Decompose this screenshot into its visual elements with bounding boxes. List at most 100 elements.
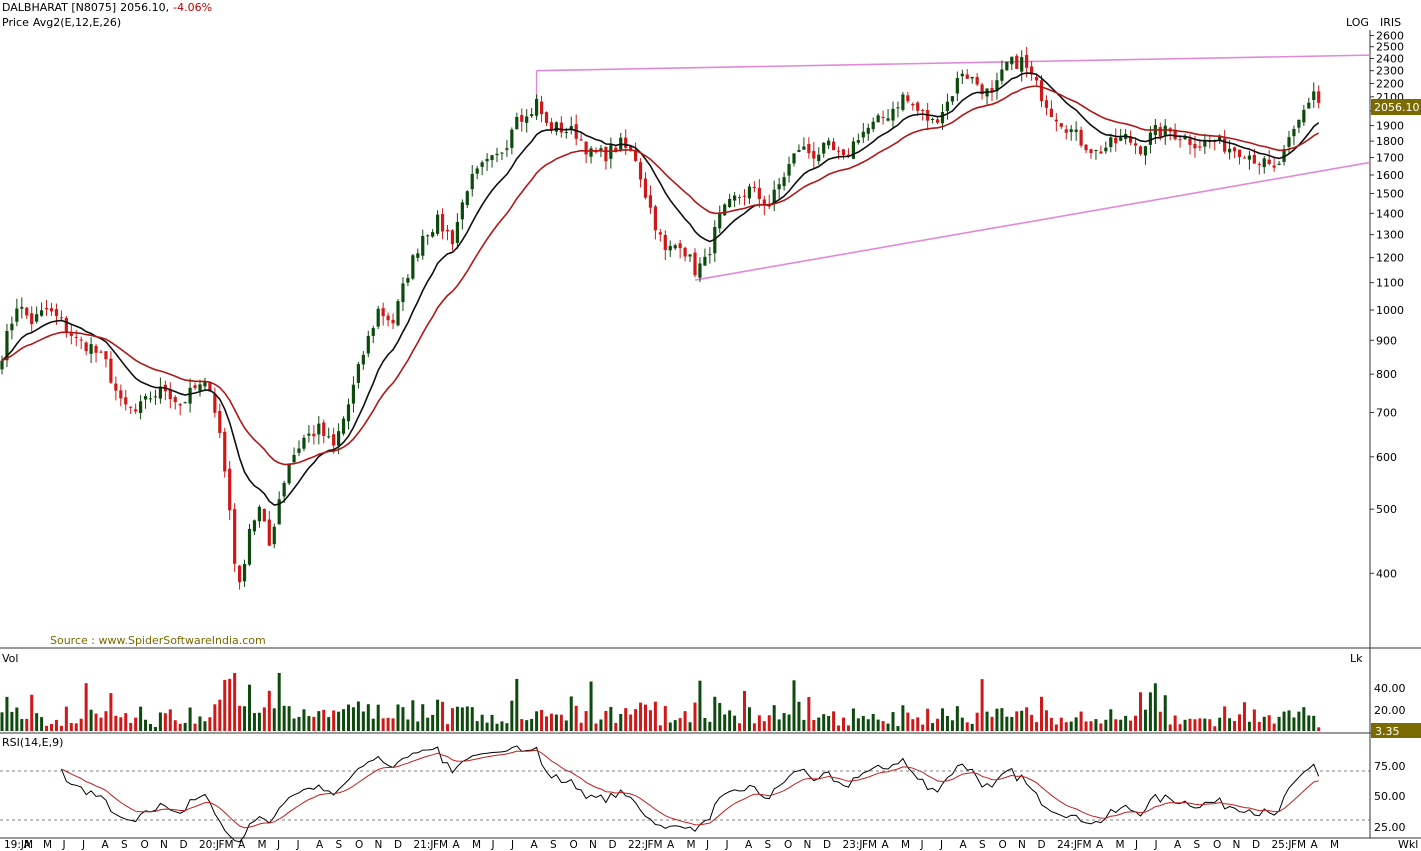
volume-bar (584, 711, 588, 731)
time-label: N (1018, 839, 1026, 851)
time-label: N (1233, 839, 1241, 851)
candle-down (916, 102, 920, 111)
candle-up (351, 384, 356, 404)
price-badge: 2056.10 (1374, 101, 1420, 114)
volume-bar (648, 710, 652, 731)
candle-up (272, 526, 276, 545)
candle-up (411, 255, 415, 279)
time-label: S (1194, 839, 1201, 851)
volume-bar (975, 712, 979, 731)
volume-bar (322, 709, 326, 731)
candle-up (1020, 57, 1024, 72)
volume-bar (723, 714, 727, 731)
candle-down (965, 74, 969, 79)
volume-bar (1277, 716, 1281, 731)
candle-up (970, 76, 974, 79)
candle-up (485, 158, 489, 162)
candle-down (1129, 136, 1133, 143)
trendlines (535, 54, 1371, 281)
candle-down (1232, 147, 1237, 152)
volume-bar (178, 723, 182, 731)
price-tick-label: 2200 (1376, 77, 1404, 90)
candle-up (1218, 136, 1222, 141)
candle-down (322, 422, 326, 437)
log-scale-toggle[interactable]: LOG (1346, 16, 1369, 29)
time-label: J (920, 839, 924, 851)
candle-down (168, 389, 172, 400)
volume-bar (173, 720, 177, 731)
candle-up (505, 148, 509, 150)
volume-bar (1297, 711, 1301, 731)
candle-down (520, 114, 524, 122)
volume-bar (871, 713, 875, 731)
candle-up (366, 335, 370, 354)
candle-up (421, 235, 425, 256)
volume-bar (713, 696, 717, 731)
price-tick-label: 900 (1376, 334, 1397, 347)
volume-bar (540, 709, 544, 731)
volume-bar (79, 718, 83, 731)
volume-bar (980, 679, 984, 731)
volume-bar (604, 710, 608, 731)
time-label: A (882, 839, 890, 851)
candle-up (787, 164, 791, 176)
candle-up (460, 202, 464, 220)
volume-bars (0, 673, 1321, 731)
volume-bar (1257, 721, 1261, 731)
volume-bar (282, 705, 286, 731)
volume-bar (94, 713, 98, 731)
candle-up (698, 263, 702, 278)
volume-bar (317, 711, 321, 731)
candle-down (579, 139, 583, 141)
candle-down (1089, 149, 1093, 154)
time-label: S (979, 839, 986, 851)
volume-bar (762, 721, 766, 731)
candle-down (544, 112, 549, 123)
candle-down (74, 336, 78, 338)
candle-down (1044, 100, 1049, 108)
candle-up (995, 80, 999, 92)
volume-bar (1247, 721, 1251, 731)
volume-bar (208, 717, 212, 731)
candle-down (975, 76, 979, 85)
volume-bar (54, 719, 58, 731)
candle-down (1257, 163, 1261, 165)
volume-bar (465, 706, 469, 731)
volume-bar (361, 711, 365, 731)
volume-bar (1030, 714, 1034, 731)
volume-bar (822, 714, 826, 731)
candle-down (54, 309, 59, 316)
candle-down (1084, 144, 1088, 151)
time-label: S (550, 839, 557, 851)
candle-down (678, 243, 682, 249)
time-label: O (999, 839, 1007, 851)
volume-bar (1094, 719, 1098, 731)
timeframe-label[interactable]: Wkl (1398, 838, 1418, 851)
volume-bar (35, 713, 39, 731)
rsi-tick-75: 75.00 (1374, 760, 1406, 773)
candle-down (1173, 129, 1177, 140)
volume-bar (921, 724, 925, 731)
time-label: D (609, 839, 617, 851)
time-label: N (160, 839, 168, 851)
volume-bar (50, 723, 53, 731)
volume-bar (460, 707, 464, 731)
volume-bar (688, 722, 692, 731)
volume-bar (347, 704, 350, 731)
time-label: N (589, 839, 597, 851)
candle-down (59, 317, 63, 319)
candle-down (584, 141, 588, 155)
candle-up (292, 454, 296, 463)
volume-badge-bg (1371, 723, 1421, 738)
volume-bar (337, 711, 341, 731)
volume-bar (436, 699, 440, 731)
candle-up (5, 331, 9, 361)
volume-bar (668, 722, 672, 731)
candle-up (856, 140, 860, 143)
volume-bar (228, 678, 232, 731)
volume-bar (1193, 719, 1197, 731)
candle-up (802, 146, 806, 150)
price-tick-label: 1500 (1376, 188, 1404, 201)
candle-down (450, 230, 455, 245)
